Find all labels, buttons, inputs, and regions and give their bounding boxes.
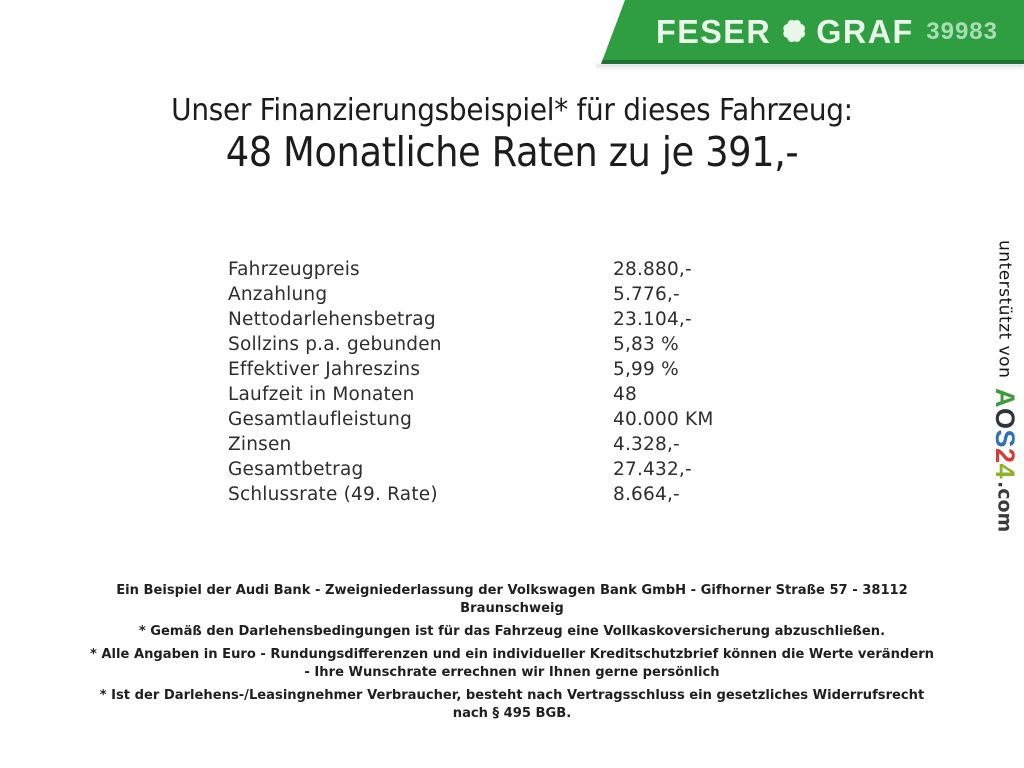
table-row: Gesamtbetrag 27.432,-: [228, 457, 788, 482]
row-label: Fahrzeugpreis: [228, 259, 360, 280]
table-row: Gesamtlaufleistung 40.000 KM: [228, 407, 788, 432]
footer-paragraph: * Alle Angaben in Euro - Rundungsdiffere…: [89, 646, 934, 680]
row-label: Laufzeit in Monaten: [228, 384, 415, 405]
row-value: 40.000 KM: [613, 409, 714, 430]
footer-paragraph: Ein Beispiel der Audi Bank - Zweignieder…: [116, 582, 908, 616]
row-value: 27.432,-: [613, 459, 692, 480]
table-row: Anzahlung 5.776,-: [228, 282, 788, 307]
clover-icon: [782, 19, 805, 43]
row-value: 28.880,-: [613, 259, 692, 280]
row-label: Sollzins p.a. gebunden: [228, 334, 442, 355]
brand-banner: FESER: [601, 0, 1024, 64]
row-label: Schlussrate (49. Rate): [228, 484, 438, 505]
offer-number: 39983: [926, 18, 998, 45]
row-value: 23.104,-: [613, 309, 692, 330]
headline-rate: 48 Monatliche Raten zu je 391,-: [225, 128, 799, 176]
footer-paragraph: * Ist der Darlehens-/Leasingnehmer Verbr…: [99, 687, 925, 721]
table-row: Schlussrate (49. Rate) 8.664,-: [228, 482, 788, 507]
banner-shadow: [596, 64, 1024, 70]
supporter-prefix: unterstützt von: [994, 240, 1015, 379]
table-row: Sollzins p.a. gebunden 5,83 %: [228, 332, 788, 357]
row-value: 48: [613, 384, 637, 405]
brand-name-right: GRAF: [816, 13, 914, 50]
table-row: Zinsen 4.328,-: [228, 432, 788, 457]
row-value: 5,83 %: [613, 334, 679, 355]
aos24-letter: S: [990, 429, 1020, 449]
brand-name-left: FESER: [656, 13, 772, 50]
brand-logo: FESER: [656, 13, 914, 51]
headline-block: Unser Finanzierungsbeispiel* für dieses …: [0, 92, 1024, 175]
row-label: Zinsen: [228, 434, 292, 455]
aos24-letter: 4: [990, 463, 1020, 480]
row-label: Gesamtlaufleistung: [228, 409, 413, 430]
financing-table: Fahrzeugpreis 28.880,- Anzahlung 5.776,-…: [228, 257, 788, 507]
row-label: Effektiver Jahreszins: [228, 359, 421, 380]
table-row: Fahrzeugpreis 28.880,-: [228, 257, 788, 282]
aos24-logo: AOS24: [989, 388, 1020, 479]
row-label: Gesamtbetrag: [228, 459, 364, 480]
row-label: Anzahlung: [228, 284, 328, 305]
table-row: Effektiver Jahreszins 5,99 %: [228, 357, 788, 382]
table-row: Laufzeit in Monaten 48: [228, 382, 788, 407]
row-value: 5.776,-: [613, 284, 680, 305]
aos24-letter: O: [990, 408, 1020, 430]
headline-subtitle: Unser Finanzierungsbeispiel* für dieses …: [171, 93, 853, 128]
table-row: Nettodarlehensbetrag 23.104,-: [228, 307, 788, 332]
legal-footer: Ein Beispiel der Audi Bank - Zweignieder…: [66, 581, 958, 727]
banner-bottom-edge: [601, 60, 1024, 64]
row-value: 4.328,-: [613, 434, 680, 455]
aos24-letter: 2: [990, 448, 1020, 464]
footer-paragraph: * Gemäß den Darlehensbedingungen ist für…: [138, 623, 886, 639]
aos24-letter: A: [990, 388, 1020, 409]
row-value: 5,99 %: [613, 359, 679, 380]
supporter-suffix: .com: [993, 481, 1016, 533]
row-value: 8.664,-: [613, 484, 680, 505]
row-label: Nettodarlehensbetrag: [228, 309, 436, 330]
supporter-credit: unterstützt von AOS24 .com: [989, 240, 1020, 540]
